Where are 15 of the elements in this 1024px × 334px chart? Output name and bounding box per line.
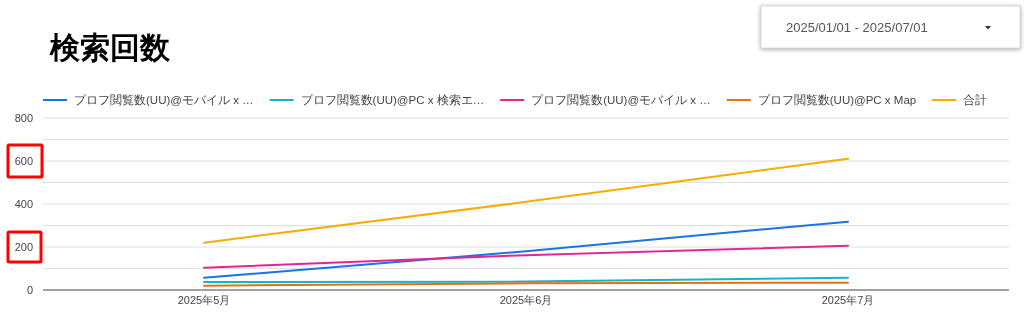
legend-label: プロフ閲覧数(UU)@PC x 検索エ… — [300, 93, 485, 106]
legend-label: プロフ閲覧数(UU)@モバイル x … — [74, 93, 254, 106]
x-tick-label: 2025年7月 — [821, 294, 875, 306]
y-tick-label: 0 — [26, 284, 33, 296]
y-tick-label: 400 — [14, 198, 33, 210]
y-tick-label: 800 — [14, 112, 33, 124]
y-tick-label: 600 — [14, 155, 33, 167]
legend-label: プロフ閲覧数(UU)@モバイル x … — [531, 93, 711, 106]
y-tick-label: 200 — [14, 241, 33, 253]
legend-label: プロフ閲覧数(UU)@PC x Map — [757, 93, 917, 106]
legend-label: 合計 — [963, 93, 988, 106]
date-range-control: 2025/01/01 - 2025/07/01 — [760, 5, 1021, 49]
x-tick-label: 2025年5月 — [177, 294, 231, 306]
chart-title: 検索回数 — [49, 31, 171, 64]
x-tick-label: 2025年6月 — [499, 294, 553, 306]
